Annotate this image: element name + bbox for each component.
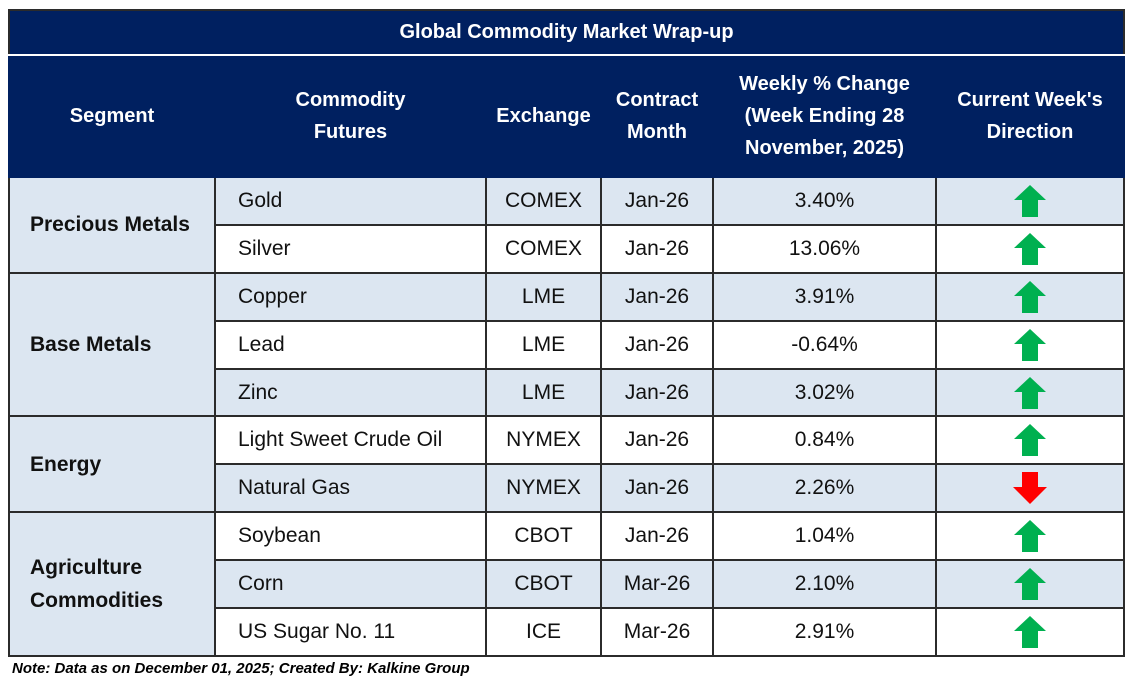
contract-month-cell: Jan-26 (600, 223, 714, 274)
header-exchange: Exchange (485, 54, 602, 178)
arrow-up-icon (1014, 520, 1046, 553)
header-direction: Current Week's Direction (934, 54, 1126, 178)
weekly-change-cell: 3.02% (712, 367, 937, 418)
table-row: Agriculture Commodities Soybean CBOT Jan-26… (8, 511, 1126, 657)
weekly-change-cell: 3.40% (712, 176, 937, 226)
segment-cell: Agriculture Commodities (8, 511, 216, 657)
weekly-change-cell: 2.26% (712, 463, 937, 514)
direction-cell (934, 559, 1126, 610)
commodity-cell: Zinc (214, 367, 487, 418)
direction-cell (934, 367, 1126, 418)
commodity-cell: Natural Gas (214, 463, 487, 514)
direction-cell (934, 271, 1126, 322)
direction-cell (934, 463, 1126, 514)
exchange-cell: LME (485, 271, 602, 322)
arrow-up-icon (1014, 328, 1046, 361)
table-row: Lead LME Jan-26 -0.64% (9, 319, 1126, 370)
table-row: Corn CBOT Mar-26 2.10% (9, 559, 1126, 610)
header-commodity: Commodity Futures (214, 54, 487, 178)
arrow-up-icon (1014, 280, 1046, 313)
header-weekly-change: Weekly % Change (Week Ending 28 November… (712, 54, 937, 178)
direction-cell (934, 415, 1126, 466)
contract-month-cell: Jan-26 (600, 367, 714, 418)
table-row: US Sugar No. 11 ICE Mar-26 2.91% (9, 607, 1126, 657)
commodity-table: Global Commodity Market Wrap-up Segment … (7, 9, 1126, 657)
exchange-cell: COMEX (485, 176, 602, 226)
commodity-cell: Gold (214, 176, 487, 226)
table-row: Precious Metals Gold COMEX Jan-26 3.40% (8, 176, 1126, 274)
direction-cell (934, 607, 1126, 657)
exchange-cell: CBOT (485, 511, 602, 562)
contract-month-cell: Mar-26 (600, 559, 714, 610)
commodity-cell: Copper (214, 271, 487, 322)
direction-cell (934, 176, 1126, 226)
segment-cell: Base Metals (8, 271, 216, 418)
segment-cell: Precious Metals (8, 176, 216, 274)
arrow-up-icon (1014, 424, 1046, 457)
exchange-cell: LME (485, 319, 602, 370)
commodity-cell: US Sugar No. 11 (214, 607, 487, 657)
contract-month-cell: Jan-26 (600, 271, 714, 322)
weekly-change-cell: 2.91% (712, 607, 937, 657)
weekly-change-cell: 13.06% (712, 223, 937, 274)
table-title: Global Commodity Market Wrap-up (7, 9, 1126, 56)
arrow-up-icon (1014, 615, 1046, 648)
exchange-cell: CBOT (485, 559, 602, 610)
contract-month-cell: Jan-26 (600, 415, 714, 466)
weekly-change-cell: 2.10% (712, 559, 937, 610)
arrow-down-icon (1013, 472, 1047, 505)
weekly-change-cell: 0.84% (712, 415, 937, 466)
arrow-up-icon (1014, 568, 1046, 601)
exchange-cell: NYMEX (485, 415, 602, 466)
commodity-cell: Corn (214, 559, 487, 610)
table-row: Natural Gas NYMEX Jan-26 2.26% (9, 463, 1126, 514)
arrow-up-icon (1014, 376, 1046, 409)
table-row: Silver COMEX Jan-26 13.06% (9, 223, 1126, 274)
exchange-cell: COMEX (485, 223, 602, 274)
weekly-change-cell: 3.91% (712, 271, 937, 322)
direction-cell (934, 319, 1126, 370)
segment-cell: Energy (8, 415, 216, 514)
direction-cell (934, 511, 1126, 562)
contract-month-cell: Jan-26 (600, 176, 714, 226)
table-row: Energy Light Sweet Crude Oil NYMEX Jan-26 0.… (8, 415, 1126, 514)
commodity-cell: Lead (214, 319, 487, 370)
contract-month-cell: Mar-26 (600, 607, 714, 657)
weekly-change-cell: 1.04% (712, 511, 937, 562)
contract-month-cell: Jan-26 (600, 319, 714, 370)
table-row: Base Metals Copper LME Jan-26 3.91% (8, 271, 1126, 418)
header-contract-month: Contract Month (600, 54, 714, 178)
footnote: Note: Data as on December 01, 2025; Crea… (12, 660, 470, 677)
direction-cell (934, 223, 1126, 274)
weekly-change-cell: -0.64% (712, 319, 937, 370)
commodity-cell: Silver (214, 223, 487, 274)
exchange-cell: ICE (485, 607, 602, 657)
exchange-cell: NYMEX (485, 463, 602, 514)
exchange-cell: LME (485, 367, 602, 418)
contract-month-cell: Jan-26 (600, 463, 714, 514)
table-row: Zinc LME Jan-26 3.02% (9, 367, 1126, 418)
arrow-up-icon (1014, 184, 1046, 217)
header-segment: Segment (8, 54, 216, 178)
arrow-up-icon (1014, 232, 1046, 265)
contract-month-cell: Jan-26 (600, 511, 714, 562)
commodity-cell: Light Sweet Crude Oil (214, 415, 487, 466)
commodity-cell: Soybean (214, 511, 487, 562)
